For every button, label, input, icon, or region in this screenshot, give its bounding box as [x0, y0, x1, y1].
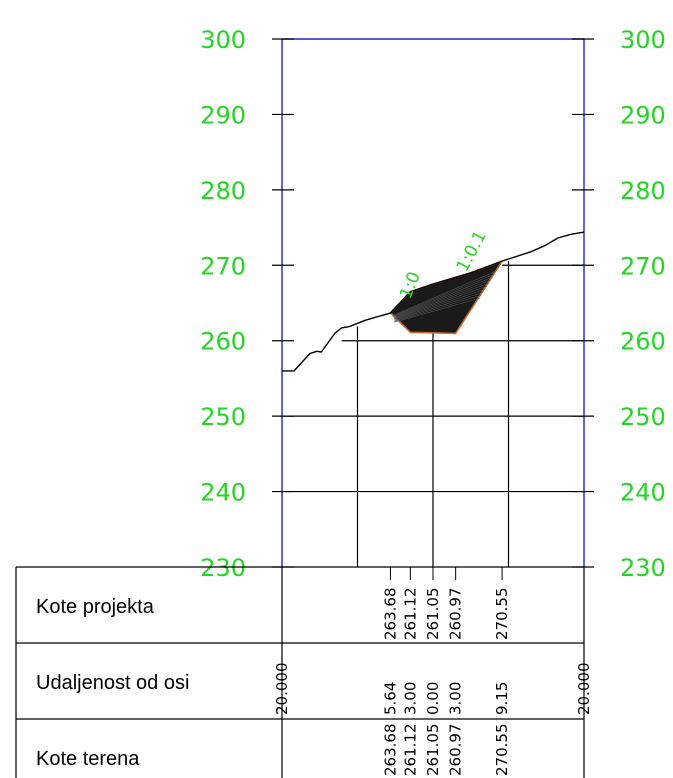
y-tick-label: 290 — [620, 101, 666, 129]
terrain-line — [282, 231, 585, 372]
y-tick-label: 300 — [620, 26, 666, 54]
row-label-distance: Udaljenost od osi — [36, 672, 189, 694]
fill-hatch — [394, 288, 486, 321]
fill-hatch — [394, 282, 489, 319]
row-label-terrain: Kote terena — [36, 748, 140, 770]
y-tick-label: 280 — [620, 177, 666, 205]
y-tick-label: 300 — [200, 26, 246, 54]
fill-hatch — [394, 276, 493, 317]
y-tick-label: 280 — [200, 177, 246, 205]
fill-hatch — [394, 297, 480, 323]
fill-hatch — [394, 285, 488, 320]
station-project-value: 261.05 — [424, 588, 442, 641]
fill-hatch — [394, 291, 484, 321]
station-terrain-value: 263.68 — [381, 724, 399, 777]
station-project-value: 260.97 — [447, 588, 465, 641]
station-project-value: 261.12 — [401, 588, 419, 641]
station-distance-value: 3.00 — [447, 682, 465, 715]
fill-hatch — [394, 279, 491, 318]
station-terrain-value: 261.05 — [424, 724, 442, 777]
station-values: 20.000263.685.64263.68261.123.00261.1226… — [273, 567, 593, 776]
y-axis-labels-left: 300 290 280 270 260 250 240 230 — [200, 26, 246, 582]
row-label-project: Kote projekta — [36, 596, 155, 618]
fill-hatch — [394, 270, 497, 316]
station-terrain-value: 260.97 — [447, 724, 465, 777]
fill-hatch — [394, 273, 495, 317]
y-axis-labels-right: 300 290 280 270 260 250 240 230 — [620, 26, 666, 582]
y-tick-label: 270 — [200, 252, 246, 280]
terrain-profile — [282, 231, 585, 372]
y-tick-label: 260 — [200, 328, 246, 356]
station-terrain-value: 261.12 — [401, 724, 419, 777]
station-project-value: 270.55 — [493, 588, 511, 641]
y-tick-label: 240 — [620, 479, 666, 507]
fill-hatch — [394, 294, 482, 322]
data-table: Kote projekta Udaljenost od osi Kote ter… — [15, 566, 585, 778]
y-tick-label: 260 — [620, 328, 666, 356]
station-distance-value: 20.000 — [273, 663, 291, 716]
station-distance-value: 5.64 — [381, 682, 399, 715]
y-tick-label: 290 — [200, 101, 246, 129]
y-tick-label: 250 — [620, 403, 666, 431]
y-tick-label: 240 — [200, 479, 246, 507]
station-distance-value: 20.000 — [575, 663, 593, 716]
y-tick-label: 230 — [200, 554, 246, 582]
station-distance-value: 9.15 — [493, 682, 511, 715]
station-distance-value: 0.00 — [424, 682, 442, 715]
station-distance-value: 3.00 — [401, 682, 419, 715]
station-terrain-value: 270.55 — [493, 724, 511, 777]
y-tick-label: 230 — [620, 554, 666, 582]
y-tick-label: 250 — [200, 403, 246, 431]
station-project-value: 263.68 — [381, 588, 399, 641]
y-tick-label: 270 — [620, 252, 666, 280]
plot-frame — [281, 38, 585, 567]
grid-lines — [282, 261, 584, 567]
